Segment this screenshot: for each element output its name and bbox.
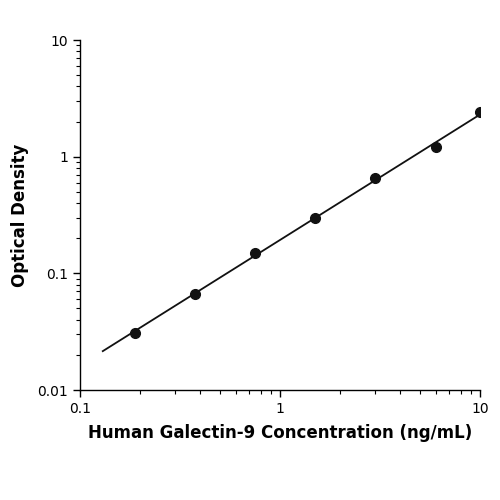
X-axis label: Human Galectin-9 Concentration (ng/mL): Human Galectin-9 Concentration (ng/mL)	[88, 424, 472, 442]
Y-axis label: Optical Density: Optical Density	[11, 144, 29, 286]
